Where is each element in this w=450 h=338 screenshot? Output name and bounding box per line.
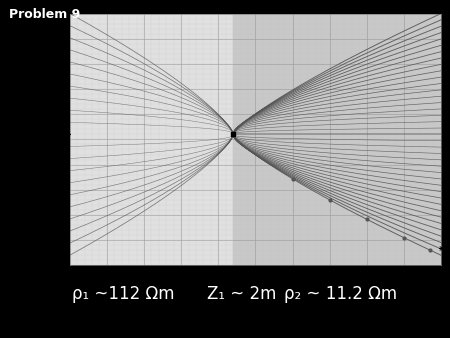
Text: 0.1 curve: 0.1 curve	[439, 244, 450, 253]
Bar	[233, 14, 441, 265]
Text: Z₁: Z₁	[228, 269, 238, 299]
Text: Z₁ ~ 2m: Z₁ ~ 2m	[207, 285, 276, 303]
Bar	[70, 14, 233, 265]
Text: ρ₂ ~ 11.2 Ωm: ρ₂ ~ 11.2 Ωm	[284, 285, 396, 303]
Text: Rho₁: Rho₁	[27, 130, 70, 139]
Text: ρ₁ ~112 Ωm: ρ₁ ~112 Ωm	[72, 285, 175, 303]
Text: Problem 9: Problem 9	[9, 8, 80, 21]
